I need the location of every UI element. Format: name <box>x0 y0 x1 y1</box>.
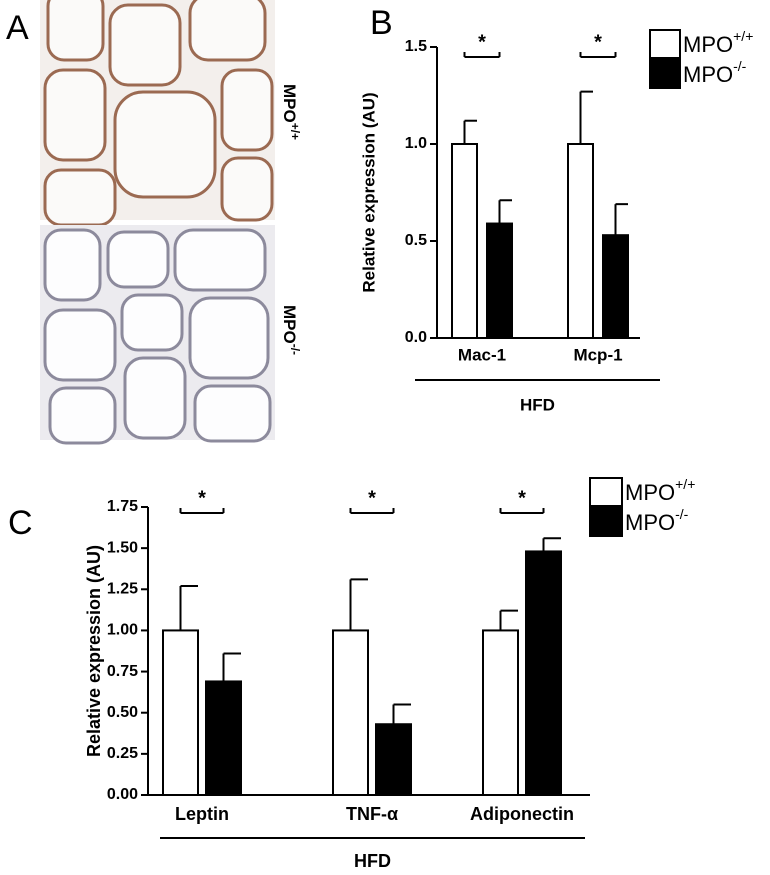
error-bar <box>498 199 512 224</box>
y-tick-label: 1.50 <box>107 539 138 556</box>
image-label: MPO+/+ <box>280 84 302 140</box>
y-tick-label: 1.75 <box>107 498 138 515</box>
y-axis-label: Relative expression (AU) <box>359 92 378 292</box>
error-bar <box>499 609 518 631</box>
bar <box>567 143 594 339</box>
significance-label: * <box>594 31 602 53</box>
error-bar <box>579 90 593 144</box>
legend-label: MPO+/+ <box>683 28 753 57</box>
legend-label: MPO+/+ <box>625 476 695 505</box>
panel-label: C <box>8 504 33 542</box>
bar <box>486 222 513 339</box>
y-tick-label: 0.25 <box>107 745 138 762</box>
y-tick-label: 0.50 <box>107 704 138 721</box>
x-tick-label: Mcp-1 <box>573 345 622 364</box>
panel-label: A <box>6 9 29 47</box>
error-bar <box>463 119 477 144</box>
error-bar <box>349 578 368 631</box>
error-bar <box>222 652 241 682</box>
image-label-text: MPO <box>280 84 299 123</box>
significance-label: * <box>368 487 376 509</box>
panel-label: B <box>370 4 393 42</box>
bar <box>162 629 199 797</box>
y-tick-label: 0.5 <box>405 232 427 249</box>
legend-name: MPO <box>625 480 675 505</box>
legend-sup: +/+ <box>733 28 753 44</box>
y-tick-label: 1.00 <box>107 622 138 639</box>
x-tick-label: TNF-α <box>346 804 398 824</box>
group-label: HFD <box>354 851 391 871</box>
legend-swatch <box>649 29 681 59</box>
image-label-sup: -/- <box>288 344 302 355</box>
histology-bottom <box>40 225 275 445</box>
error-bar <box>614 203 628 236</box>
group-label: HFD <box>520 395 555 414</box>
bar <box>602 234 629 339</box>
error-bar <box>542 537 561 552</box>
legend-sup: +/+ <box>675 476 695 492</box>
error-bar <box>392 703 411 725</box>
legend-sup: -/- <box>675 506 689 522</box>
image-label: MPO-/- <box>280 305 302 355</box>
bar <box>482 629 519 797</box>
y-axis-label: Relative expression (AU) <box>84 545 104 757</box>
x-tick-label: Adiponectin <box>470 804 574 824</box>
legend-label: MPO-/- <box>683 58 747 87</box>
bar <box>205 680 242 797</box>
legend-name: MPO <box>683 62 733 87</box>
significance-label: * <box>518 487 526 509</box>
legend-swatch <box>589 507 623 537</box>
y-tick-label: 1.0 <box>405 135 427 152</box>
legend-label: MPO-/- <box>625 506 689 535</box>
y-tick-label: 1.25 <box>107 581 138 598</box>
y-tick-label: 0.00 <box>107 786 138 803</box>
x-tick-label: Mac-1 <box>458 345 506 364</box>
y-tick-label: 0.75 <box>107 663 138 680</box>
significance-label: * <box>478 31 486 53</box>
bar <box>451 143 478 339</box>
y-tick-label: 0.0 <box>405 329 427 346</box>
legend-sup: -/- <box>733 58 747 74</box>
significance-label: * <box>198 487 206 509</box>
bar <box>375 723 412 797</box>
legend-name: MPO <box>683 32 733 57</box>
legend-swatch <box>589 477 623 507</box>
y-tick-label: 1.5 <box>405 38 427 55</box>
image-label-sup: +/+ <box>288 123 302 140</box>
image-label-text: MPO <box>280 305 299 344</box>
bar <box>525 550 562 796</box>
bar <box>332 629 369 797</box>
error-bar <box>179 584 198 631</box>
histology-top <box>40 0 275 227</box>
legend-name: MPO <box>625 510 675 535</box>
x-tick-label: Leptin <box>175 804 229 824</box>
legend-swatch <box>649 59 681 89</box>
